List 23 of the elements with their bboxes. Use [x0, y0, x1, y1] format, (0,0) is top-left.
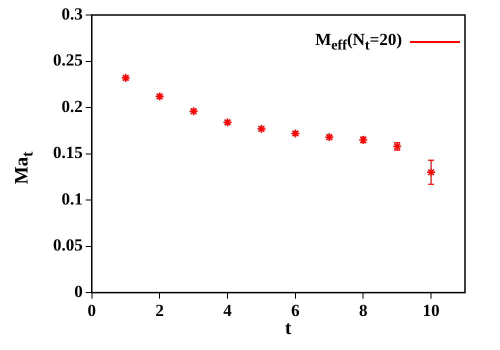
point [188, 106, 198, 116]
point [154, 92, 164, 102]
x-axis-title: t [285, 318, 292, 340]
x-tick-label: 2 [155, 301, 164, 320]
y-tick-label: 0.15 [53, 143, 83, 162]
y-tick-label: 0 [74, 282, 83, 301]
y-tick-label: 0.05 [53, 236, 83, 255]
x-tick-label: 4 [223, 301, 232, 320]
x-tick-label: 10 [422, 301, 440, 320]
x-tick-label: 6 [291, 301, 300, 320]
y-tick-label: 0.3 [62, 4, 83, 24]
point [120, 73, 130, 83]
y-tick-label: 0.2 [62, 96, 83, 116]
y-tick-label: 0.25 [53, 50, 83, 70]
x-tick-label: 8 [358, 301, 368, 320]
point [426, 168, 436, 178]
point [290, 128, 300, 138]
point [324, 132, 334, 142]
legend-label: M$_{eff}$(N$_{t}$=20) [315, 30, 402, 54]
point [256, 124, 266, 134]
y-tick-label: 0.1 [62, 189, 83, 208]
x-tick-label: 0 [88, 301, 96, 320]
point [222, 118, 232, 128]
